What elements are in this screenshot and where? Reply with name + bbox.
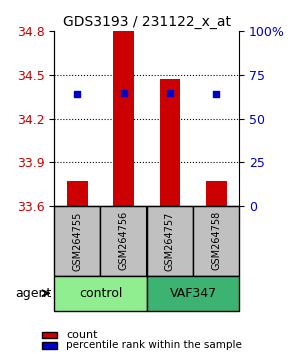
Text: percentile rank within the sample: percentile rank within the sample: [66, 340, 242, 350]
Title: GDS3193 / 231122_x_at: GDS3193 / 231122_x_at: [63, 15, 231, 29]
FancyBboxPatch shape: [147, 206, 193, 276]
Bar: [67, 181, 88, 206]
Bar: [206, 181, 227, 206]
Bar: [113, 32, 134, 206]
Point: [75, 91, 80, 97]
Text: count: count: [66, 330, 98, 339]
Point: [214, 91, 219, 97]
FancyBboxPatch shape: [100, 206, 147, 276]
Text: GSM264758: GSM264758: [211, 211, 221, 270]
Text: agent: agent: [16, 287, 52, 300]
FancyBboxPatch shape: [54, 206, 100, 276]
Text: control: control: [79, 287, 122, 300]
Bar: [160, 79, 180, 206]
FancyBboxPatch shape: [54, 276, 147, 311]
FancyBboxPatch shape: [147, 276, 239, 311]
Text: VAF347: VAF347: [169, 287, 217, 300]
Text: GSM264757: GSM264757: [165, 211, 175, 270]
Point: [121, 90, 126, 95]
Text: GSM264755: GSM264755: [72, 211, 82, 270]
Text: GSM264756: GSM264756: [118, 211, 129, 270]
Point: [167, 90, 172, 95]
FancyBboxPatch shape: [193, 206, 239, 276]
